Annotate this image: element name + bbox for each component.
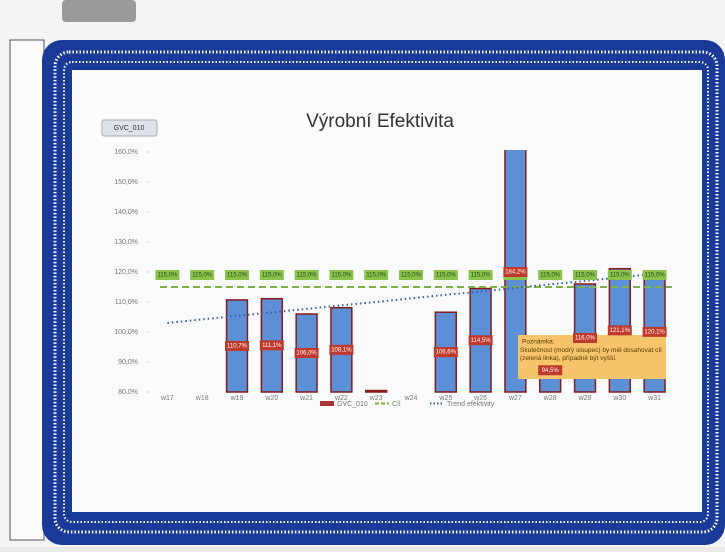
data-label: 114,5%	[471, 338, 492, 344]
x-tick-label: w31	[647, 395, 661, 402]
y-tick-label: 120,0%	[114, 269, 138, 276]
x-tick-label: w20	[264, 395, 278, 402]
chart-title: Výrobní Efektivita	[306, 111, 454, 132]
data-label: 115,0%	[262, 273, 283, 279]
data-label: 115,0%	[540, 273, 561, 279]
side-panel	[10, 40, 44, 540]
data-label: 115,0%	[366, 273, 387, 279]
y-tick-label: 160,0%	[114, 149, 138, 156]
y-tick-label: 90,0%	[118, 359, 138, 366]
legend-label: Trend efektivity	[447, 401, 495, 408]
x-tick-label: w27	[508, 395, 522, 402]
x-tick-label: w18	[195, 395, 209, 402]
x-tick-label: w19	[230, 395, 244, 402]
legend-label: Cíl	[392, 401, 401, 408]
x-tick-label: w17	[160, 395, 174, 402]
data-label: 108,1%	[331, 347, 352, 353]
note-title: Poznámka:	[522, 339, 555, 346]
data-label: 115,0%	[331, 273, 352, 279]
tag: GVC_010	[114, 125, 145, 132]
x-tick-label: w21	[299, 395, 313, 402]
data-label: 115,0%	[192, 273, 213, 279]
data-label: 116,0%	[575, 336, 596, 342]
note-text: Skutečnost (modrý sloupec) by měl dosaho…	[520, 347, 664, 363]
y-tick-label: 80,0%	[118, 389, 138, 396]
x-tick-label: w29	[578, 395, 592, 402]
data-label: 184,2%	[505, 270, 526, 276]
data-label: 115,0%	[297, 273, 318, 279]
x-tick-label: w24	[404, 395, 418, 402]
data-label: 111,1%	[262, 343, 282, 349]
data-label: 94,5%	[542, 368, 560, 374]
data-label: 115,0%	[227, 273, 248, 279]
data-label: 115,0%	[610, 273, 631, 279]
paper	[72, 70, 702, 512]
data-label: 115,0%	[157, 273, 178, 279]
data-label: 120,1%	[644, 329, 665, 335]
photo: GVC_010 Výrobní Efektivita Poznámka: Sku…	[0, 0, 725, 547]
x-tick-label: w23	[369, 395, 383, 402]
y-tick-label: 130,0%	[114, 239, 138, 246]
badge	[62, 0, 136, 22]
data-label: 121,1%	[610, 328, 631, 334]
data-label: 115,0%	[401, 273, 422, 279]
y-tick-label: 140,0%	[114, 209, 138, 216]
bar	[366, 391, 387, 393]
legend-swatch	[320, 401, 334, 406]
data-label: 115,0%	[645, 273, 666, 279]
y-tick-label: 150,0%	[114, 179, 138, 186]
data-label: 106,0%	[296, 351, 317, 357]
y-tick-label: 110,0%	[115, 299, 138, 306]
legend-label: GVC_010	[337, 401, 368, 408]
y-tick-label: 100,0%	[114, 329, 138, 336]
x-tick-label: w30	[612, 395, 626, 402]
data-label: 110,7%	[227, 344, 248, 350]
data-label: 106,6%	[436, 350, 457, 356]
x-tick-label: w28	[543, 395, 557, 402]
data-label: 115,0%	[436, 273, 457, 279]
data-label: 115,0%	[471, 273, 492, 279]
data-label: 115,0%	[575, 273, 596, 279]
